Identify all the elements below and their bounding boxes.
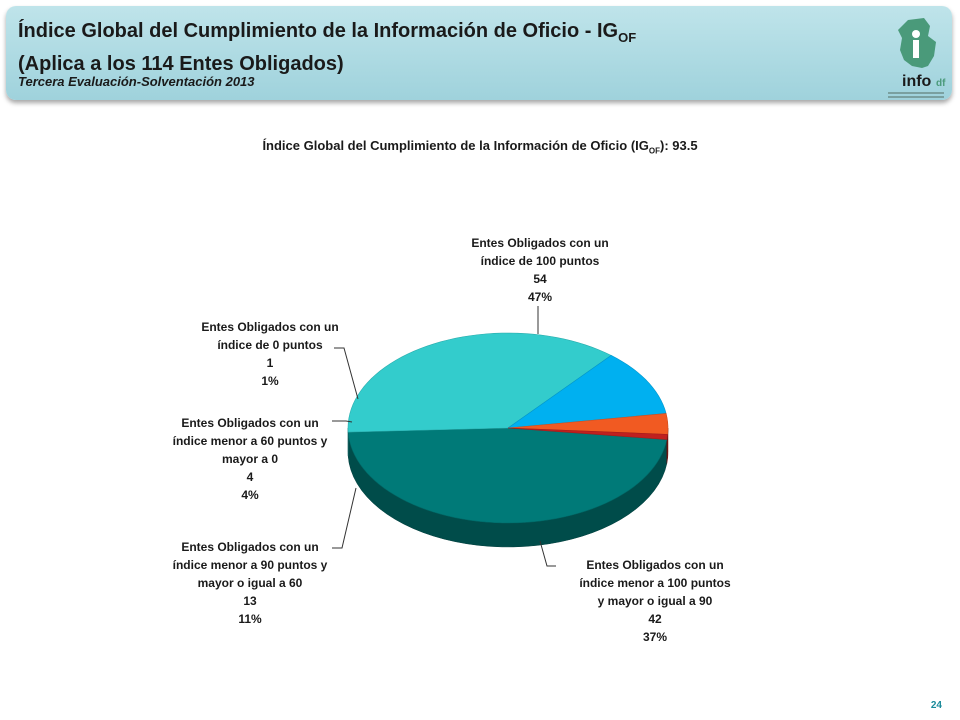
leader-line-4 — [539, 540, 556, 567]
title-subscript: OF — [618, 30, 637, 45]
chart-title-subscript: OF — [648, 146, 660, 156]
chart-title-suffix: ): 93.5 — [659, 138, 698, 153]
slice-label-90-60: Entes Obligados con un índice menor a 90… — [172, 540, 328, 626]
leader-line-2 — [332, 420, 353, 423]
pie-slice-3 — [507, 413, 669, 435]
pie-slice-4 — [507, 427, 668, 440]
leader-line-1 — [334, 347, 359, 400]
logo-suffix: df — [936, 78, 946, 89]
slice-label-100: Entes Obligados con un índice de 100 pun… — [471, 236, 609, 304]
pie-slice-1 — [347, 332, 612, 433]
chart-title: Índice Global del Cumplimiento de la Inf… — [0, 138, 960, 156]
header-banner: Índice Global del Cumplimiento de la Inf… — [6, 6, 952, 100]
title-line-2: (Aplica a los 114 Entes Obligados) — [18, 53, 344, 75]
title-line-1: Índice Global del Cumplimiento de la Inf… — [18, 20, 619, 42]
pie-slice-0 — [347, 427, 668, 524]
chart-title-prefix: Índice Global del Cumplimiento de la Inf… — [262, 138, 649, 153]
page-number: 24 — [930, 700, 942, 711]
logo-text: info — [902, 73, 932, 90]
slice-label-100-90: Entes Obligados con un índice menor a 10… — [579, 558, 731, 644]
leader-line-3 — [332, 487, 357, 549]
infodf-logo-icon: info df — [888, 18, 946, 98]
slice-label-0: Entes Obligados con un índice de 0 punto… — [201, 320, 339, 388]
pie-slice-2 — [506, 355, 667, 429]
slice-label-60-0: Entes Obligados con un índice menor a 60… — [172, 416, 328, 502]
page-title: Índice Global del Cumplimiento de la Inf… — [18, 18, 818, 77]
page-subtitle: Tercera Evaluación-Solventación 2013 — [18, 74, 255, 89]
